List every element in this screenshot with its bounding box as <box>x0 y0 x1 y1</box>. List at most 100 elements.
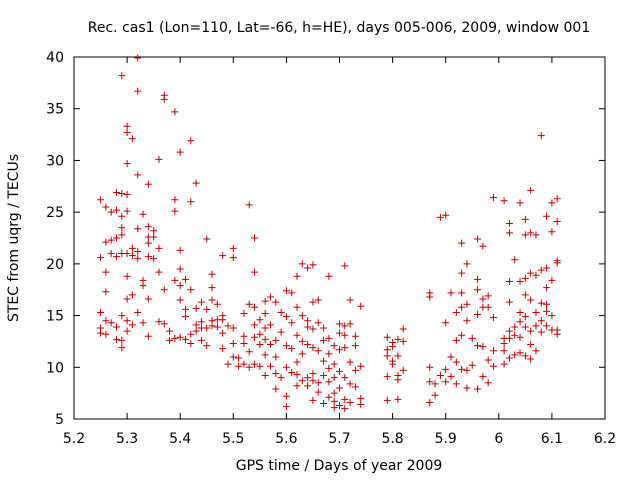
y-tick-label: 20 <box>46 257 64 273</box>
data-point <box>251 333 259 341</box>
data-point <box>527 269 535 277</box>
data-point <box>192 304 200 312</box>
data-point <box>112 188 120 196</box>
data-point <box>219 329 227 337</box>
data-point <box>128 321 136 329</box>
axis-ticks <box>73 56 606 420</box>
data-point <box>128 291 136 299</box>
data-point <box>341 405 349 413</box>
data-point <box>505 327 513 335</box>
data-point <box>394 335 402 343</box>
data-point <box>256 362 264 370</box>
data-point <box>314 347 322 355</box>
data-point <box>282 392 290 400</box>
data-point <box>351 342 359 350</box>
data-point <box>500 347 508 355</box>
x-tick-label: 6.1 <box>541 431 563 447</box>
data-point <box>107 236 115 244</box>
data-point <box>251 360 259 368</box>
data-point <box>208 322 216 330</box>
data-point <box>118 190 126 198</box>
data-point <box>452 380 460 388</box>
data-point <box>219 345 227 353</box>
x-tick-label: 5.2 <box>63 431 85 447</box>
data-point <box>330 360 338 368</box>
data-point <box>548 199 556 207</box>
data-point <box>160 320 168 328</box>
data-point <box>192 327 200 335</box>
data-point <box>543 284 551 292</box>
data-point <box>532 347 540 355</box>
data-point <box>309 298 317 306</box>
data-point <box>527 296 535 304</box>
data-point <box>97 254 105 262</box>
x-tick-label: 6 <box>494 431 503 447</box>
data-point <box>288 368 296 376</box>
y-axis-label: STEC from uqrg / TECUs <box>6 154 22 322</box>
data-point <box>320 399 328 407</box>
data-point <box>458 331 466 339</box>
data-point <box>293 382 301 390</box>
x-tick-label: 5.7 <box>328 431 350 447</box>
data-point <box>436 213 444 221</box>
data-point <box>394 395 402 403</box>
data-point <box>505 354 513 362</box>
data-point <box>458 269 466 277</box>
data-point <box>102 203 110 211</box>
data-point <box>521 215 529 223</box>
data-point <box>336 320 343 328</box>
data-point <box>330 404 338 412</box>
data-points <box>97 54 561 413</box>
data-point <box>325 272 333 280</box>
data-point <box>298 337 306 345</box>
data-point <box>447 373 455 381</box>
data-point <box>516 199 524 207</box>
data-point <box>272 385 280 393</box>
data-point <box>431 380 439 388</box>
data-point <box>229 324 237 332</box>
data-point <box>107 319 115 327</box>
data-point <box>176 246 184 254</box>
data-point <box>426 398 434 406</box>
data-point <box>240 339 248 347</box>
data-point <box>537 266 545 274</box>
data-point <box>187 286 195 294</box>
data-point <box>309 377 317 385</box>
data-point <box>282 363 290 371</box>
data-point <box>309 369 317 377</box>
data-point <box>251 303 259 311</box>
data-point <box>256 341 264 349</box>
data-point <box>208 284 216 292</box>
data-point <box>261 335 269 343</box>
data-point <box>134 171 142 179</box>
data-point <box>97 329 105 337</box>
data-point <box>272 369 280 377</box>
data-point <box>282 342 290 350</box>
data-point <box>505 229 513 237</box>
data-point <box>394 352 402 360</box>
data-point <box>516 333 524 341</box>
data-point <box>171 108 179 116</box>
x-tick-label: 5.4 <box>169 431 191 447</box>
data-point <box>272 298 280 306</box>
data-point <box>187 339 195 347</box>
data-point <box>208 270 216 278</box>
data-point <box>261 310 269 318</box>
data-point <box>123 122 131 130</box>
data-point <box>118 212 126 220</box>
data-point <box>320 336 328 344</box>
data-point <box>357 401 365 409</box>
data-point <box>543 264 551 272</box>
data-point <box>187 198 195 206</box>
data-point <box>389 343 397 351</box>
data-point <box>543 322 551 330</box>
data-point <box>548 312 556 320</box>
data-point <box>171 276 179 284</box>
data-point <box>399 325 407 333</box>
data-point <box>176 148 184 156</box>
data-point <box>144 253 152 261</box>
data-point <box>458 303 466 311</box>
data-point <box>304 341 312 349</box>
data-point <box>298 312 306 320</box>
